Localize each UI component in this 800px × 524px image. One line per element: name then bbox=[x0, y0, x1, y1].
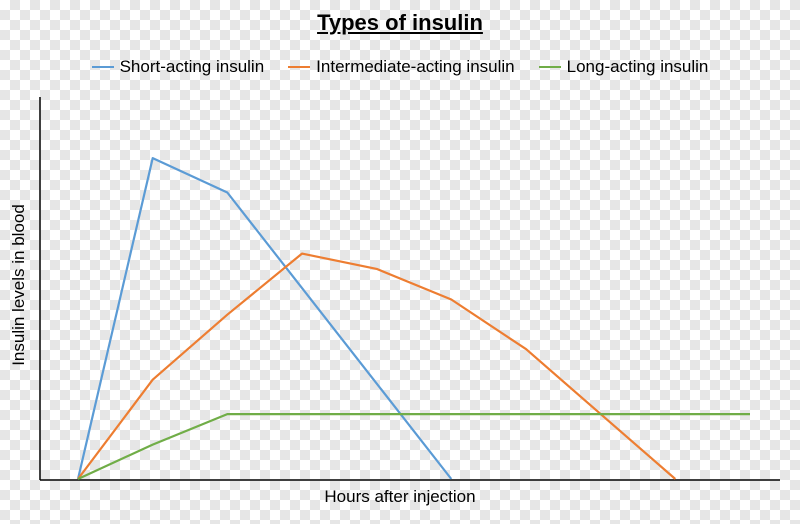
legend-label-intermediate-acting: Intermediate-acting insulin bbox=[316, 57, 515, 76]
legend-swatch-intermediate-acting bbox=[288, 66, 311, 68]
legend-item-short-acting: Short-acting insulin bbox=[91, 57, 265, 77]
x-axis-label: Hours after injection bbox=[324, 487, 476, 506]
legend-item-long-acting: Long-acting insulin bbox=[538, 57, 709, 77]
legend-swatch-long-acting bbox=[538, 66, 561, 68]
chart-legend: Short-acting insulin Intermediate-acting… bbox=[0, 57, 800, 77]
chart-title: Types of insulin bbox=[317, 10, 483, 35]
legend-label-short-acting: Short-acting insulin bbox=[119, 57, 265, 76]
y-axis-label: Insulin levels in blood bbox=[9, 204, 28, 366]
legend-item-intermediate-acting: Intermediate-acting insulin bbox=[288, 57, 515, 77]
series-line-long-acting-insulin bbox=[77, 413, 750, 480]
legend-label-long-acting: Long-acting insulin bbox=[566, 57, 709, 76]
series-line-intermediate-acting-insulin bbox=[77, 252, 677, 480]
legend-swatch-short-acting bbox=[91, 66, 114, 68]
series-line-short-acting-insulin bbox=[76, 157, 453, 480]
